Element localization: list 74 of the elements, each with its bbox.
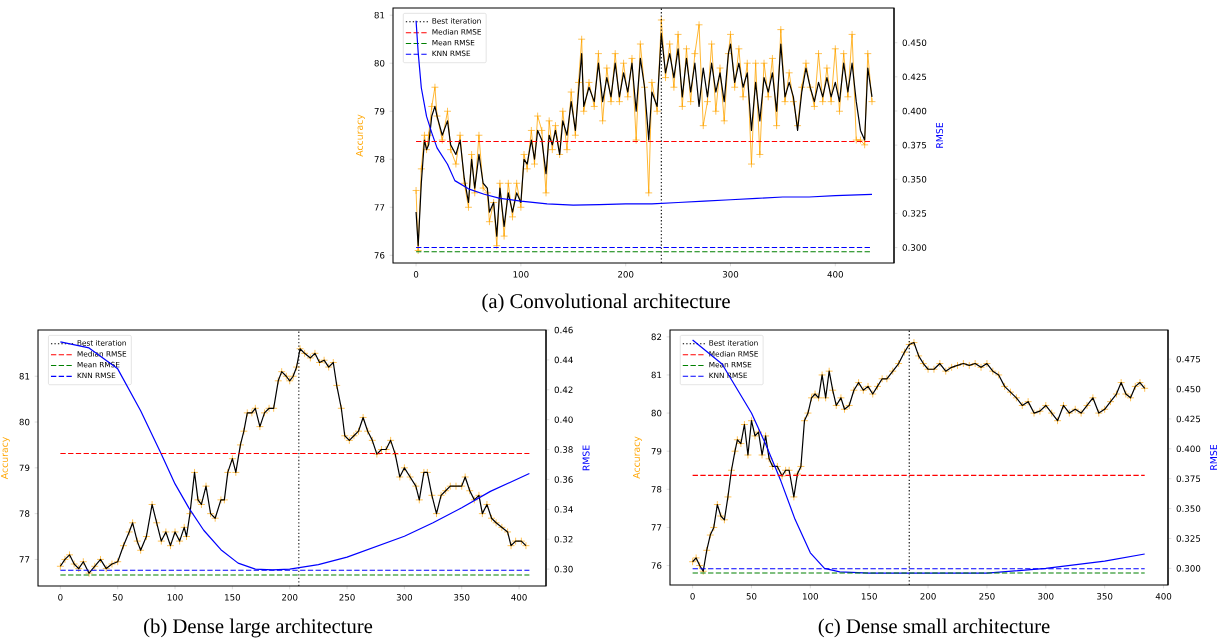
y2-tick-label: 0.40 [554,416,573,423]
x-tick-label: 200 [282,594,298,601]
x-tick-label: 100 [803,593,819,600]
y2-tick-label: 0.34 [554,506,573,513]
y2-tick-label: 0.46 [554,326,573,334]
y-tick-label: 80 [374,59,385,67]
y-tick-label: 80 [651,409,662,417]
y2-tick-label: 0.30 [554,565,573,573]
y2-tick-label: 0.400 [1176,445,1201,453]
y-tick-label: 79 [374,107,385,115]
y-tick-label: 79 [19,464,30,472]
x-tick-label: 250 [979,593,995,600]
y-tick-label: 77 [19,556,30,563]
y-tick-label: 82 [651,333,662,341]
y-tick-label: 78 [374,156,385,163]
y2-tick-label: 0.425 [1176,415,1201,423]
x-tick-label: 400 [1155,593,1172,600]
text: (b) Dense large architecture [144,618,373,638]
x-tick-label: 100 [513,271,529,278]
y-tick-label: 76 [374,252,385,259]
y2-axis-title: RMSE [936,122,944,148]
x-tick-label: 300 [722,271,739,278]
y2-tick-label: 0.325 [1176,535,1201,542]
y2-tick-label: 0.42 [554,386,573,394]
y-tick-label: 81 [374,11,385,19]
text: (a) Convolutional architecture [482,293,730,313]
y2-tick-label: 0.450 [902,39,927,46]
y2-tick-label: 0.450 [1176,385,1201,393]
x-tick-label: 0 [413,271,419,278]
y2-tick-label: 0.475 [1176,355,1201,363]
y2-tick-label: 0.425 [902,73,927,81]
y2-tick-label: 0.350 [902,176,927,183]
y2-tick-label: 0.36 [554,476,573,483]
x-tick-label: 250 [339,594,355,601]
text: (c) Dense small architecture [818,618,1050,638]
y-tick-label: 79 [651,447,662,455]
y2-axis-title: RMSE [1210,444,1218,470]
x-tick-label: 400 [827,271,843,278]
x-tick-label: 100 [167,594,183,601]
y-axis-title: Accuracy [356,114,365,157]
y2-tick-label: 0.32 [554,535,573,543]
y2-tick-label: 0.375 [902,141,927,149]
y-tick-label: 78 [651,486,662,493]
x-tick-label: 0 [690,593,695,600]
y-axis-title: Accuracy [1,436,10,480]
x-tick-label: 0 [58,594,63,601]
y-tick-label: 81 [651,371,662,379]
x-tick-label: 50 [112,594,123,601]
y2-tick-label: 0.300 [1176,565,1201,572]
x-tick-label: 300 [1038,593,1054,600]
y2-tick-label: 0.400 [902,107,927,115]
y2-tick-label: 0.350 [1176,505,1201,512]
x-tick-label: 400 [511,594,527,601]
x-tick-label: 150 [225,594,241,601]
y-tick-label: 81 [19,372,30,380]
y2-tick-label: 0.300 [902,244,927,251]
x-tick-label: 200 [618,271,634,278]
x-tick-label: 350 [1097,593,1113,600]
y-axis-title: Accuracy [633,436,642,479]
y-tick-label: 76 [651,562,662,569]
y-tick-label: 77 [374,204,385,211]
y2-axis-title: RMSE [582,445,590,471]
y2-tick-label: 0.375 [1176,475,1201,482]
y2-tick-label: 0.38 [554,446,573,453]
x-tick-label: 150 [861,593,877,600]
y-tick-label: 80 [19,418,30,426]
y-tick-label: 78 [19,510,30,517]
x-tick-label: 350 [454,594,470,601]
x-tick-label: 50 [746,593,757,600]
y2-tick-label: 0.325 [902,210,927,217]
x-tick-label: 300 [396,594,413,601]
y-tick-label: 77 [651,524,662,531]
y2-tick-label: 0.44 [554,356,573,364]
x-tick-label: 200 [920,593,936,600]
